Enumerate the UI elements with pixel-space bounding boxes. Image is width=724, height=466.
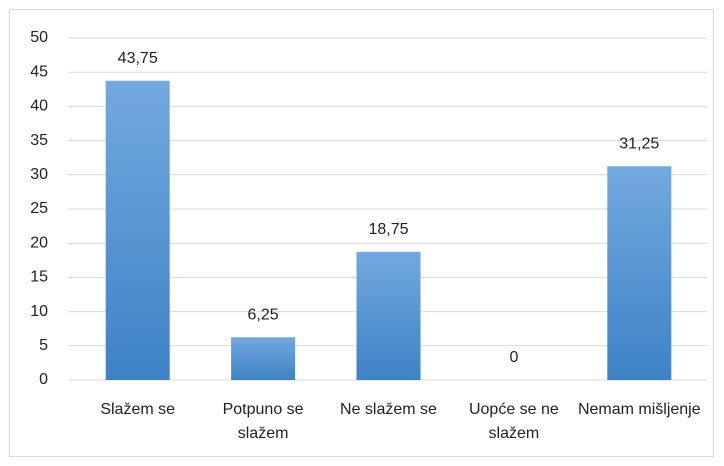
y-tick-label: 40	[30, 98, 48, 115]
y-tick-label: 20	[30, 234, 48, 251]
x-tick-label-box: Nemam mišljenje	[577, 401, 701, 418]
x-tick-label-box: Potpuno se slažem	[222, 401, 304, 442]
x-tick-label: Nemam mišljenje	[577, 401, 701, 418]
y-tick-label: 45	[30, 63, 48, 80]
y-tick-label: 15	[30, 269, 48, 286]
value-label: 31,25	[619, 135, 659, 152]
x-tick-label: Slažem se	[100, 401, 176, 418]
y-tick-label: 5	[39, 337, 48, 354]
x-tick-label: Uopće se ne slažem	[468, 401, 559, 442]
value-label: 0	[509, 349, 518, 366]
value-label: 18,75	[368, 221, 408, 238]
y-tick-label: 30	[30, 166, 48, 183]
x-tick-label: Ne slažem se	[340, 401, 437, 418]
y-tick-label: 10	[30, 303, 48, 320]
x-tick-label: Potpuno se slažem	[222, 401, 304, 442]
y-tick-label: 25	[30, 200, 48, 217]
y-tick-label: 35	[30, 132, 48, 149]
x-tick-label-box: Ne slažem se	[340, 401, 437, 418]
x-tick-label-box: Uopće se ne slažem	[468, 401, 559, 442]
bar	[231, 337, 296, 380]
y-tick-label: 50	[30, 29, 48, 46]
y-tick-label: 0	[39, 371, 48, 388]
x-tick-label-box: Slažem se	[100, 401, 176, 418]
value-label: 6,25	[248, 306, 279, 323]
bar	[105, 80, 170, 380]
bar	[607, 166, 672, 380]
value-label: 43,75	[118, 50, 158, 67]
bar	[356, 251, 421, 380]
